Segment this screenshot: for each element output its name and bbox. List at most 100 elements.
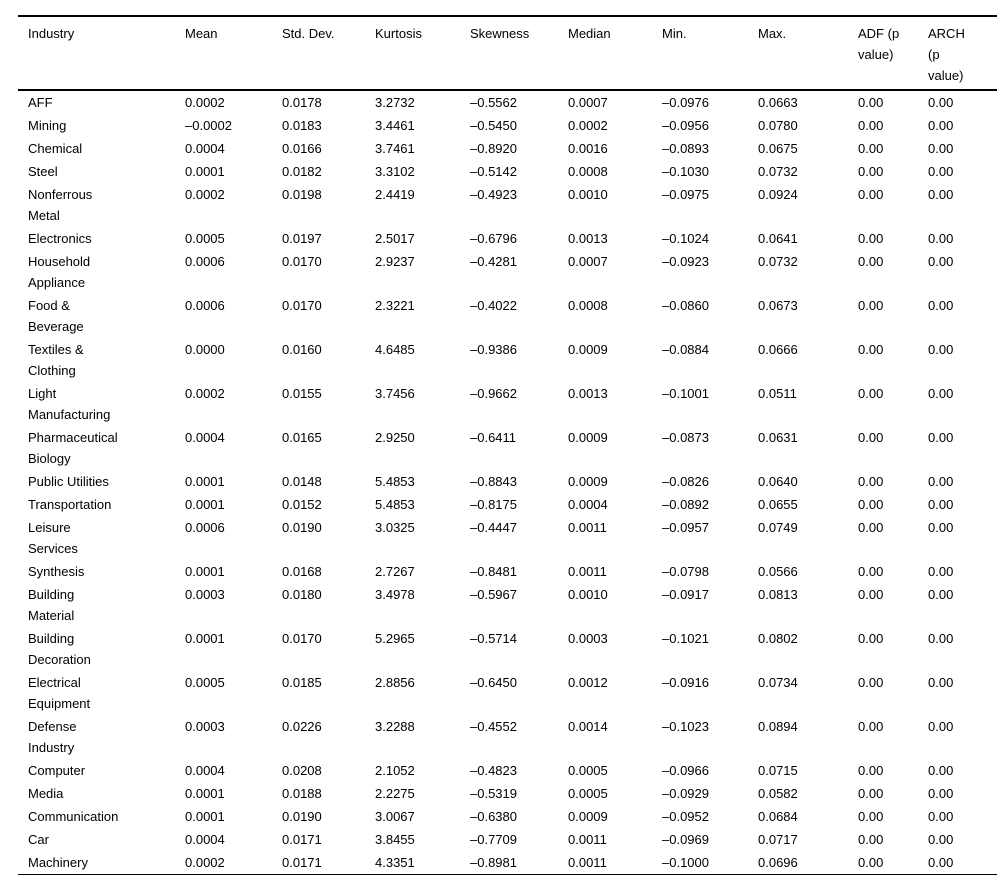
industry-name: AFF <box>28 95 53 110</box>
max-value: 0.0924 <box>758 187 798 202</box>
skewness-value: –0.5142 <box>470 164 517 179</box>
min-value: –0.0969 <box>662 832 709 847</box>
arch-p-value: 0.00 <box>928 809 954 824</box>
std-dev-value: 0.0226 <box>282 719 322 734</box>
adf-p-value: 0.00 <box>858 564 884 579</box>
table-row: Car 0.0004 0.0171 3.8455 –0.7709 0.0011 … <box>18 828 997 851</box>
table-row: Public Utilities 0.0001 0.0148 5.4853 –0… <box>18 470 997 493</box>
median-value: 0.0012 <box>568 675 608 690</box>
arch-p-value: 0.00 <box>928 587 954 602</box>
min-value: –0.0966 <box>662 763 709 778</box>
industry-name: Steel <box>28 164 58 179</box>
table-row: Media 0.0001 0.0188 2.2275 –0.5319 0.000… <box>18 782 997 805</box>
min-value: –0.0893 <box>662 141 709 156</box>
column-header-label: Median <box>568 26 611 41</box>
mean-value: 0.0005 <box>185 675 225 690</box>
min-value: –0.0929 <box>662 786 709 801</box>
table-row: Mining –0.0002 0.0183 3.4461 –0.5450 0.0… <box>18 114 997 137</box>
min-value: –0.0956 <box>662 118 709 133</box>
mean-value: 0.0001 <box>185 786 225 801</box>
median-value: 0.0007 <box>568 95 608 110</box>
table-row: Defense Industry 0.0003 0.0226 3.2288 –0… <box>18 715 997 759</box>
skewness-value: –0.6380 <box>470 809 517 824</box>
industry-name: Defense Industry <box>28 719 77 755</box>
arch-p-value: 0.00 <box>928 520 954 535</box>
skewness-value: –0.5714 <box>470 631 517 646</box>
adf-p-value: 0.00 <box>858 342 884 357</box>
adf-p-value: 0.00 <box>858 675 884 690</box>
kurtosis-value: 3.7461 <box>375 141 415 156</box>
industry-name: Building Material <box>28 587 75 623</box>
std-dev-value: 0.0180 <box>282 587 322 602</box>
industry-name: Food & Beverage <box>28 298 84 334</box>
std-dev-value: 0.0190 <box>282 520 322 535</box>
skewness-value: –0.8981 <box>470 855 517 870</box>
skewness-value: –0.5319 <box>470 786 517 801</box>
arch-p-value: 0.00 <box>928 832 954 847</box>
kurtosis-value: 2.2275 <box>375 786 415 801</box>
adf-p-value: 0.00 <box>858 474 884 489</box>
median-value: 0.0003 <box>568 631 608 646</box>
arch-p-value: 0.00 <box>928 786 954 801</box>
min-value: –0.0892 <box>662 497 709 512</box>
skewness-value: –0.8175 <box>470 497 517 512</box>
median-value: 0.0013 <box>568 231 608 246</box>
median-value: 0.0009 <box>568 809 608 824</box>
industry-name: Chemical <box>28 141 83 156</box>
std-dev-value: 0.0155 <box>282 386 322 401</box>
adf-p-value: 0.00 <box>858 430 884 445</box>
max-value: 0.0732 <box>758 164 798 179</box>
std-dev-value: 0.0185 <box>282 675 322 690</box>
min-value: –0.0916 <box>662 675 709 690</box>
table-row: Nonferrous Metal 0.0002 0.0198 2.4419 –0… <box>18 183 997 227</box>
column-header-label: Max. <box>758 26 787 41</box>
std-dev-value: 0.0170 <box>282 254 322 269</box>
adf-p-value: 0.00 <box>858 520 884 535</box>
arch-p-value: 0.00 <box>928 564 954 579</box>
max-value: 0.0696 <box>758 855 798 870</box>
column-header-min: Min. <box>662 16 758 90</box>
kurtosis-value: 5.4853 <box>375 497 415 512</box>
kurtosis-value: 3.8455 <box>375 832 415 847</box>
median-value: 0.0014 <box>568 719 608 734</box>
mean-value: 0.0003 <box>185 587 225 602</box>
mean-value: 0.0005 <box>185 231 225 246</box>
max-value: 0.0732 <box>758 254 798 269</box>
min-value: –0.1001 <box>662 386 709 401</box>
std-dev-value: 0.0170 <box>282 298 322 313</box>
std-dev-value: 0.0197 <box>282 231 322 246</box>
max-value: 0.0673 <box>758 298 798 313</box>
adf-p-value: 0.00 <box>858 587 884 602</box>
industry-name: Synthesis <box>28 564 85 579</box>
mean-value: 0.0001 <box>185 564 225 579</box>
skewness-value: –0.6450 <box>470 675 517 690</box>
column-header-kurtosis: Kurtosis <box>375 16 470 90</box>
arch-p-value: 0.00 <box>928 474 954 489</box>
arch-p-value: 0.00 <box>928 254 954 269</box>
skewness-value: –0.6796 <box>470 231 517 246</box>
table-row: Building Decoration 0.0001 0.0170 5.2965… <box>18 627 997 671</box>
max-value: 0.0566 <box>758 564 798 579</box>
mean-value: 0.0002 <box>185 95 225 110</box>
adf-p-value: 0.00 <box>858 631 884 646</box>
median-value: 0.0005 <box>568 786 608 801</box>
min-value: –0.0976 <box>662 95 709 110</box>
adf-p-value: 0.00 <box>858 386 884 401</box>
std-dev-value: 0.0148 <box>282 474 322 489</box>
column-header-mean: Mean <box>185 16 282 90</box>
mean-value: –0.0002 <box>185 118 232 133</box>
adf-p-value: 0.00 <box>858 254 884 269</box>
median-value: 0.0011 <box>568 855 607 870</box>
max-value: 0.0749 <box>758 520 798 535</box>
column-header-label: Std. Dev. <box>282 26 335 41</box>
table-row: Food & Beverage 0.0006 0.0170 2.3221 –0.… <box>18 294 997 338</box>
industry-name: Building Decoration <box>28 631 91 667</box>
arch-p-value: 0.00 <box>928 631 954 646</box>
skewness-value: –0.5562 <box>470 95 517 110</box>
table-row: Light Manufacturing 0.0002 0.0155 3.7456… <box>18 382 997 426</box>
adf-p-value: 0.00 <box>858 95 884 110</box>
min-value: –0.0884 <box>662 342 709 357</box>
column-header-label: Min. <box>662 26 687 41</box>
median-value: 0.0013 <box>568 386 608 401</box>
median-value: 0.0008 <box>568 298 608 313</box>
